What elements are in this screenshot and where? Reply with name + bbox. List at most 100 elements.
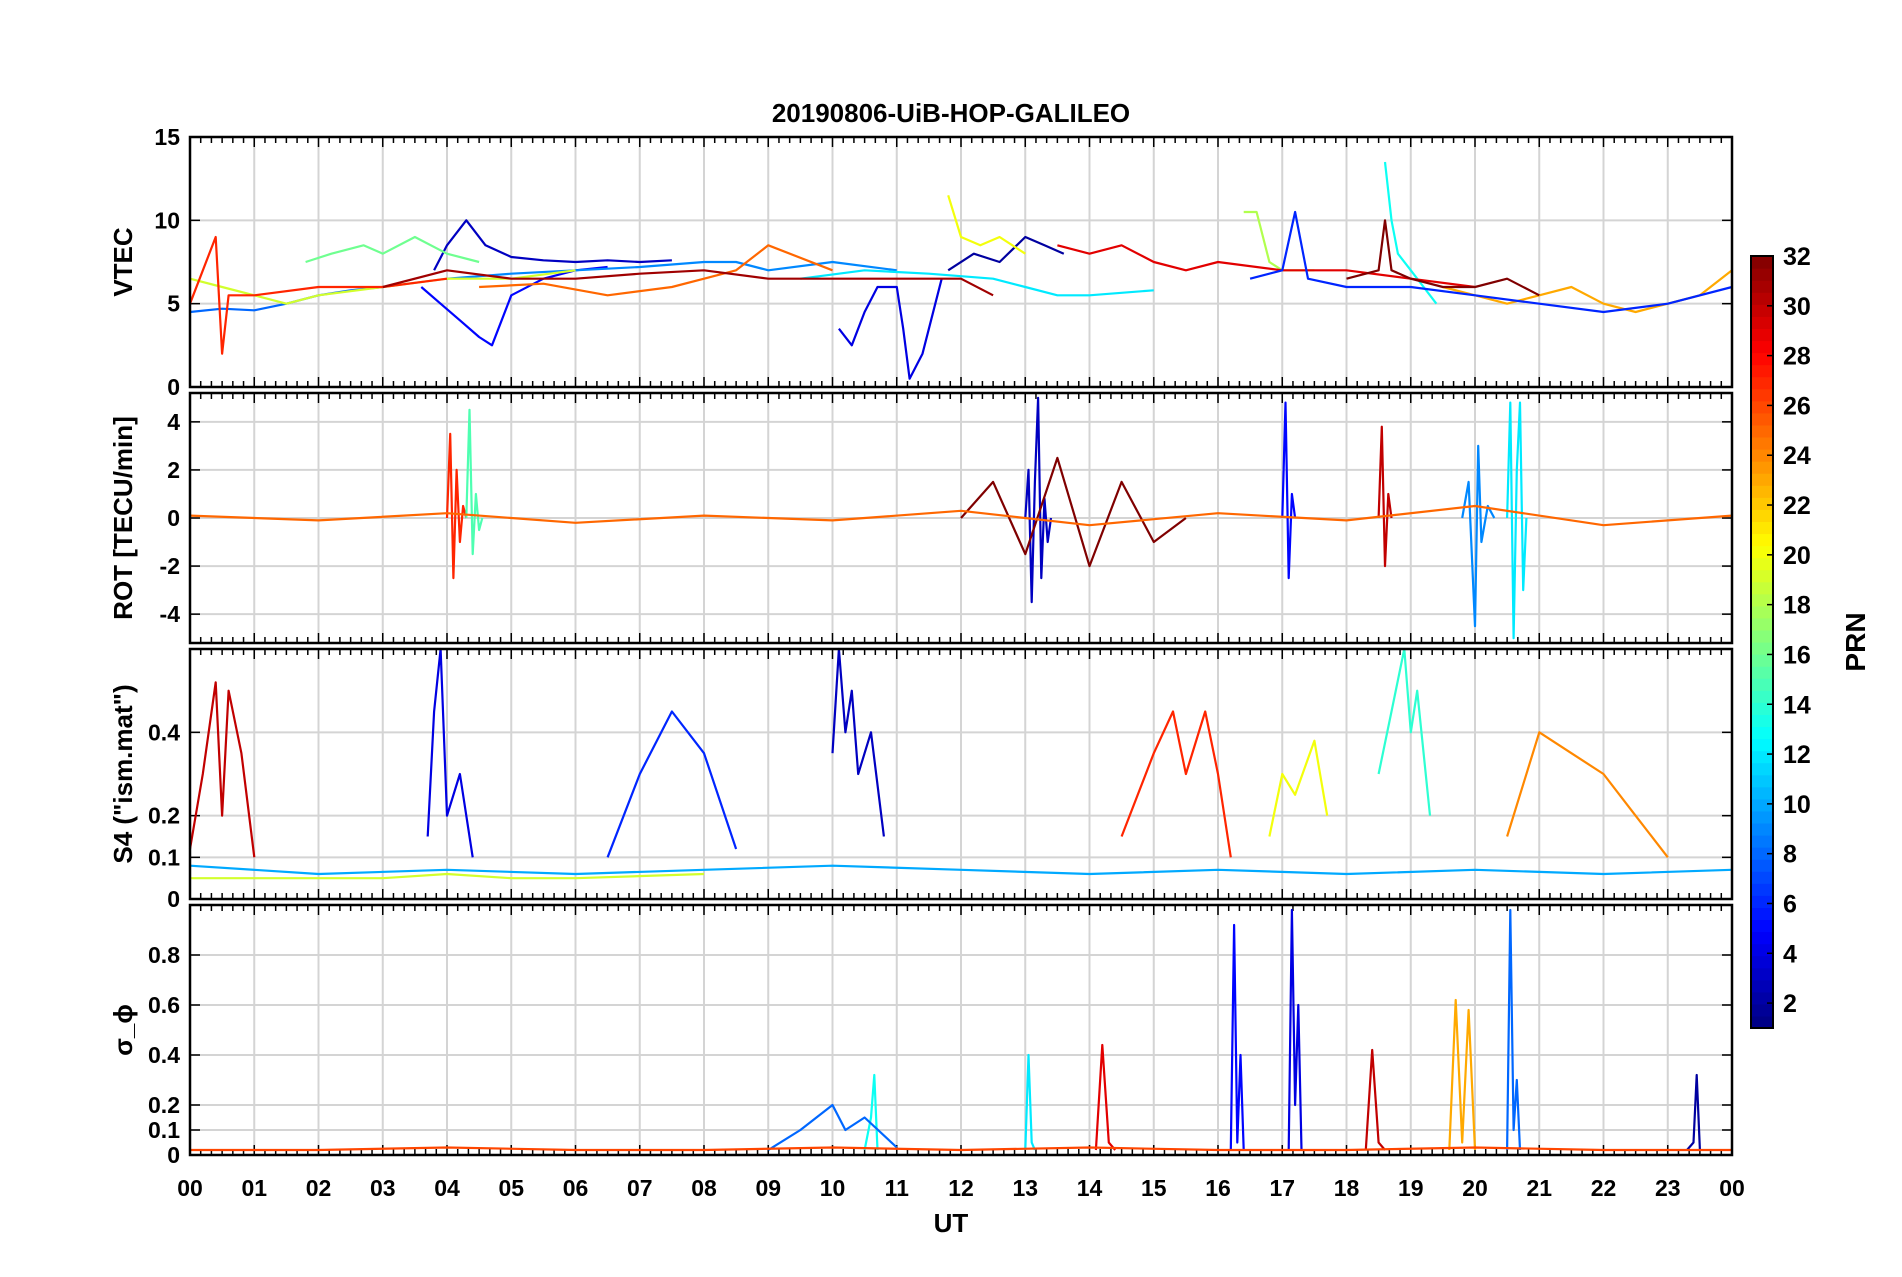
x-tick-label: 01 bbox=[241, 1175, 267, 1201]
colorbar-segment bbox=[1751, 871, 1773, 884]
colorbar-segment bbox=[1751, 629, 1773, 643]
colorbar-segment bbox=[1751, 931, 1773, 945]
colorbar-tick-label: 18 bbox=[1783, 592, 1811, 620]
axes-frame bbox=[188, 903, 1734, 1157]
colorbar-segment bbox=[1751, 256, 1773, 269]
panel-1: 0 5 10 15 VTEC bbox=[108, 124, 1734, 400]
colorbar-tick-label: 4 bbox=[1783, 940, 1797, 968]
colorbar-tick-label: 8 bbox=[1783, 841, 1797, 869]
series-line-prn-4 bbox=[426, 647, 474, 858]
colorbar-tick-label: 10 bbox=[1783, 791, 1811, 819]
y-axis-label: VTEC bbox=[108, 227, 138, 297]
series-line-prn-20 bbox=[947, 194, 1026, 255]
colorbar-segment bbox=[1751, 352, 1773, 366]
y-tick-label: 0.8 bbox=[148, 942, 180, 968]
x-tick-label: 17 bbox=[1269, 1175, 1295, 1201]
y-tick-label: 2 bbox=[167, 457, 180, 483]
series-group bbox=[190, 908, 1732, 1152]
x-tick-label: 18 bbox=[1334, 1175, 1360, 1201]
series-line-prn-19 bbox=[189, 269, 576, 305]
y-tick-label: 0.2 bbox=[148, 1092, 180, 1118]
series-line-prn-5 bbox=[420, 265, 608, 347]
y-tick-label: 0.6 bbox=[148, 992, 180, 1018]
x-tick-label: 16 bbox=[1205, 1175, 1231, 1201]
series-line-prn-19 bbox=[190, 872, 705, 880]
colorbar-segment bbox=[1751, 280, 1773, 293]
panel-2: -4 -2 0 2 4 ROT [TECU/min] bbox=[108, 391, 1734, 645]
colorbar-tick-label: 16 bbox=[1783, 641, 1811, 669]
x-tick-label: 03 bbox=[370, 1175, 396, 1201]
y-tick-label: 5 bbox=[167, 291, 180, 317]
y-tick-label: 0.4 bbox=[148, 719, 180, 745]
colorbar-segment bbox=[1751, 810, 1773, 824]
colorbar-segment bbox=[1751, 979, 1773, 993]
colorbar-segment bbox=[1751, 642, 1773, 655]
x-tick-label: 06 bbox=[563, 1175, 589, 1201]
colorbar-segment bbox=[1751, 497, 1773, 510]
y-tick-label: 0.1 bbox=[148, 844, 180, 870]
y-tick-label: 0 bbox=[167, 505, 180, 531]
colorbar-segment bbox=[1751, 268, 1773, 281]
colorbar-segment bbox=[1751, 449, 1773, 462]
colorbar-segment bbox=[1751, 690, 1773, 703]
colorbar-tick-label: 32 bbox=[1783, 243, 1811, 271]
series-line-prn-6 bbox=[606, 710, 738, 858]
series-line-prn-12 bbox=[1506, 401, 1528, 640]
x-tick-label: 00 bbox=[177, 1175, 203, 1201]
colorbar-segment bbox=[1751, 798, 1773, 812]
y-tick-label: -2 bbox=[160, 553, 180, 579]
series-line-prn-27 bbox=[445, 432, 468, 580]
series-line-prn-25 bbox=[189, 504, 1733, 527]
colorbar-tick-label: 26 bbox=[1783, 392, 1811, 420]
colorbar-segment bbox=[1751, 702, 1773, 715]
colorbar-segment bbox=[1751, 750, 1773, 764]
series-line-prn-4 bbox=[838, 278, 943, 380]
colorbar-tick-label: 12 bbox=[1783, 741, 1811, 769]
y-tick-label: 0 bbox=[167, 1142, 180, 1168]
y-axis-label: σ_ϕ bbox=[108, 1004, 138, 1056]
x-tick-label: 09 bbox=[755, 1175, 781, 1201]
colorbar-segment bbox=[1751, 292, 1773, 305]
y-tick-label: 0 bbox=[167, 886, 180, 912]
colorbar-segment bbox=[1751, 521, 1773, 535]
colorbar-segment bbox=[1751, 895, 1773, 908]
series-line-prn-9 bbox=[446, 260, 897, 280]
series-line-prn-2 bbox=[1686, 1073, 1701, 1151]
colorbar-segment bbox=[1751, 485, 1773, 498]
series-line-prn-8 bbox=[767, 1103, 898, 1151]
series-line-prn-5 bbox=[1229, 923, 1245, 1151]
colorbar-segment bbox=[1751, 678, 1773, 691]
x-tick-label: 07 bbox=[627, 1175, 653, 1201]
colorbar-segment bbox=[1751, 376, 1773, 390]
colorbar-tick-label: 28 bbox=[1783, 343, 1811, 371]
y-tick-label: -4 bbox=[160, 601, 181, 627]
series-line-prn-14 bbox=[1377, 647, 1432, 816]
colorbar-label: PRN bbox=[1840, 612, 1871, 671]
colorbar-segment bbox=[1751, 859, 1773, 872]
colorbar-segment bbox=[1751, 581, 1773, 595]
series-line-prn-29 bbox=[1057, 244, 1476, 289]
colorbar-segment bbox=[1751, 473, 1773, 486]
colorbar-segment bbox=[1751, 666, 1773, 679]
colorbar-tick-label: 2 bbox=[1783, 990, 1797, 1018]
colorbar-segment bbox=[1751, 991, 1773, 1005]
series-line-prn-23 bbox=[1448, 998, 1477, 1151]
series-line-prn-3 bbox=[433, 219, 672, 271]
colorbar-segment bbox=[1751, 388, 1773, 402]
panel-3: 0 0.1 0.2 0.4 S4 ("ism.mat") bbox=[108, 647, 1734, 912]
series-group bbox=[189, 396, 1733, 640]
colorbar-segment bbox=[1751, 955, 1773, 969]
x-tick-label: 19 bbox=[1398, 1175, 1424, 1201]
series-line-prn-16 bbox=[305, 235, 480, 264]
colorbar-segment bbox=[1751, 605, 1773, 619]
series-line-prn-6 bbox=[1249, 210, 1733, 314]
colorbar-segment bbox=[1751, 316, 1773, 329]
x-tick-label: 11 bbox=[885, 1175, 910, 1201]
colorbar-segment bbox=[1751, 436, 1773, 450]
colorbar-segment bbox=[1751, 919, 1773, 933]
colorbar-segment bbox=[1751, 774, 1773, 788]
series-line-prn-10 bbox=[189, 864, 1733, 876]
series-line-prn-31 bbox=[382, 269, 994, 297]
colorbar-segment bbox=[1751, 412, 1773, 426]
